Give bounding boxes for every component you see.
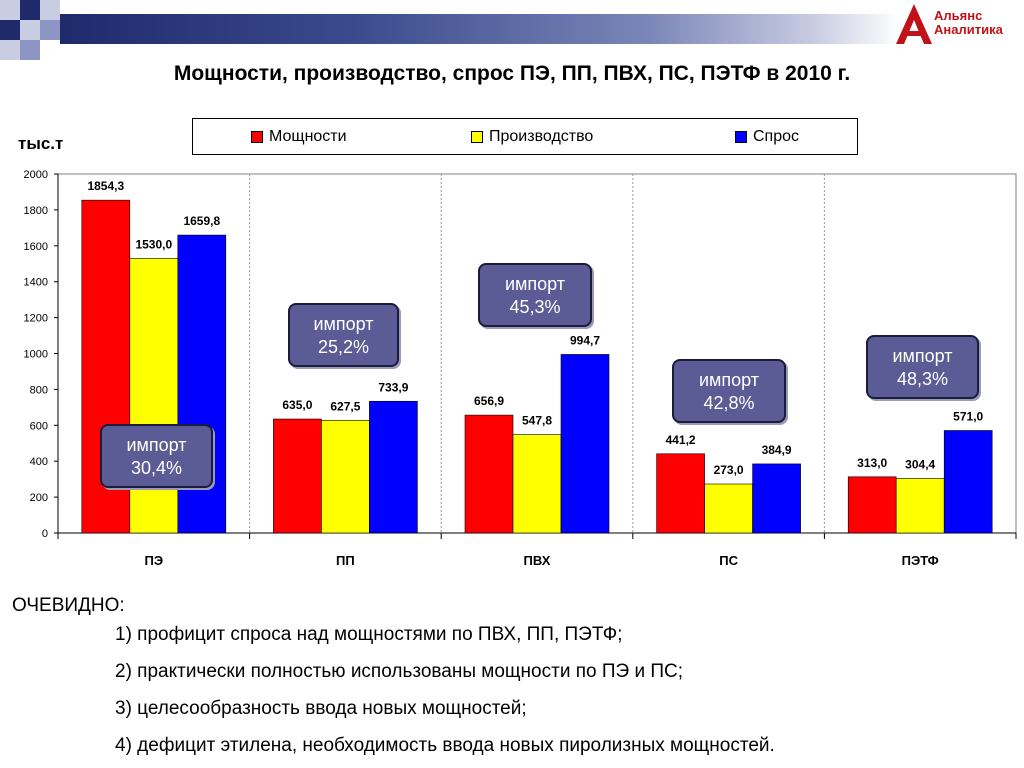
- legend-item-production: Производство: [471, 128, 593, 146]
- bar-production: [321, 420, 370, 534]
- bar-demand: [560, 354, 610, 534]
- import-callout: импорт 42,8%: [672, 359, 786, 423]
- legend-label: Спрос: [753, 128, 800, 145]
- data-label: 627,5: [330, 399, 360, 413]
- callout-value: 42,8%: [703, 393, 755, 413]
- bar-demand: [177, 234, 227, 534]
- header-gradient-bar: [60, 14, 900, 44]
- legend-swatch-red: [251, 131, 263, 143]
- y-tick-label: 600: [30, 420, 48, 432]
- y-tick-label: 1800: [24, 205, 48, 217]
- bar-capacity: [656, 453, 705, 534]
- legend-item-demand: Спрос: [735, 128, 799, 146]
- category-label: ПЭ: [145, 553, 164, 568]
- logo-triangle-icon: [896, 4, 932, 44]
- conclusion-item: 1) профицит спроса над мощностями по ПВХ…: [115, 624, 623, 645]
- callout-label: импорт: [126, 435, 187, 455]
- bar-capacity: [847, 476, 897, 534]
- legend-swatch-yellow: [471, 131, 483, 143]
- callout-value: 45,3%: [509, 297, 561, 317]
- import-callout: импорт 48,3%: [866, 335, 979, 399]
- bar-demand: [943, 430, 993, 534]
- y-axis-unit-label: тыс.т: [18, 134, 64, 153]
- callout-value: 25,2%: [317, 337, 370, 357]
- conclusions-heading: ОЧЕВИДНО:: [12, 595, 125, 616]
- bar-production: [129, 258, 179, 534]
- data-label: 304,4: [905, 457, 935, 471]
- legend-label: Мощности: [269, 128, 347, 145]
- category-label: ПС: [719, 553, 738, 568]
- category-label: ПП: [336, 553, 355, 568]
- page-title: Мощности, производство, спрос ПЭ, ПП, ПВ…: [173, 62, 851, 85]
- callout-value: 48,3%: [896, 369, 949, 389]
- data-label: 1530,0: [135, 237, 172, 251]
- data-label: 547,8: [522, 414, 552, 428]
- callout-label: импорт: [892, 346, 953, 366]
- bar-production: [512, 434, 562, 534]
- import-callout: импорт 45,3%: [478, 263, 592, 327]
- data-label: 571,0: [953, 410, 983, 424]
- bar-capacity: [464, 414, 514, 534]
- bar-demand: [752, 463, 801, 534]
- conclusion-item: 4) дефицит этилена, необходимость ввода …: [115, 735, 775, 756]
- data-label: 384,9: [762, 443, 792, 457]
- legend-label: Производство: [489, 128, 594, 145]
- decorative-squares: [0, 0, 80, 60]
- bar-production: [895, 478, 945, 534]
- conclusion-item: 3) целесообразность ввода новых мощносте…: [115, 698, 527, 719]
- y-tick-label: 200: [30, 492, 48, 504]
- data-label: 273,0: [714, 463, 744, 477]
- data-label: 635,0: [282, 398, 312, 412]
- category-label: ПВХ: [524, 553, 551, 568]
- y-tick-label: 1400: [24, 277, 48, 289]
- callout-label: импорт: [504, 274, 566, 294]
- y-tick-label: 400: [30, 456, 48, 468]
- callout-label: импорт: [313, 314, 374, 334]
- y-tick-label: 1200: [24, 313, 48, 325]
- data-label: 313,0: [857, 456, 887, 470]
- category-label: ПЭТФ: [902, 553, 939, 568]
- logo-line-1: Альянс: [934, 8, 983, 23]
- data-label: 1659,8: [183, 214, 220, 228]
- conclusions-block: ОЧЕВИДНО:: [12, 588, 125, 624]
- callout-label: импорт: [698, 370, 760, 390]
- y-tick-label: 0: [42, 528, 48, 540]
- data-label: 733,9: [378, 380, 408, 394]
- y-tick-label: 2000: [24, 169, 48, 181]
- bar-capacity: [273, 418, 322, 534]
- legend-swatch-blue: [735, 131, 747, 143]
- logo-line-2: Аналитика: [934, 22, 1003, 37]
- conclusion-item: 2) практически полностью использованы мо…: [115, 661, 683, 682]
- brand-logo: Альянс Аналитика: [894, 2, 1022, 48]
- legend-item-capacity: Мощности: [251, 128, 347, 146]
- y-tick-label: 1000: [24, 349, 48, 361]
- bar-demand: [369, 400, 418, 534]
- data-label: 1854,3: [87, 179, 124, 193]
- bar-production: [704, 483, 753, 534]
- callout-value: 30,4%: [130, 458, 183, 478]
- import-callout: импорт 30,4%: [100, 424, 213, 488]
- chart-legend: Мощности Производство Спрос: [192, 118, 858, 155]
- y-tick-label: 1600: [24, 241, 48, 253]
- data-label: 994,7: [570, 333, 600, 347]
- data-label: 441,2: [666, 433, 696, 447]
- data-label: 656,9: [474, 394, 504, 408]
- import-callout: импорт 25,2%: [288, 303, 399, 367]
- bar-chart: 0 200 400 600 800 1000 1200 1400 1600 1800 2000 185…: [24, 169, 1017, 568]
- y-tick-label: 800: [30, 384, 48, 396]
